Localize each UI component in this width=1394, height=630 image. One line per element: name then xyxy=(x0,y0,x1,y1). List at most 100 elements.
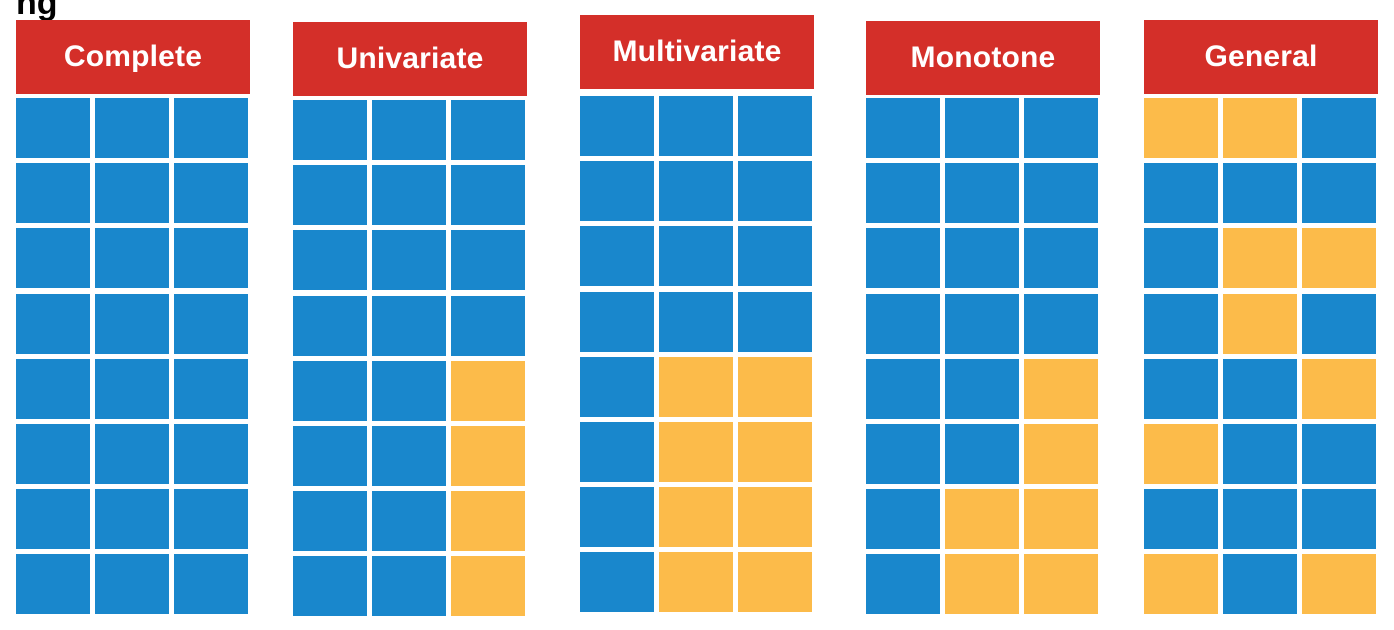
missing-cell xyxy=(659,487,733,548)
observed-cell xyxy=(1024,163,1098,224)
panel-title: Multivariate xyxy=(580,15,814,89)
observed-cell xyxy=(16,98,90,158)
observed-cell xyxy=(451,100,525,160)
observed-cell xyxy=(174,554,248,615)
observed-cell xyxy=(174,358,248,419)
observed-cell xyxy=(738,161,812,222)
missing-cell xyxy=(659,552,733,613)
missing-cell xyxy=(1024,358,1098,419)
observed-cell xyxy=(580,552,654,613)
panel-title: Complete xyxy=(16,20,250,94)
observed-cell xyxy=(293,230,367,291)
observed-cell xyxy=(95,489,169,550)
observed-cell xyxy=(1302,489,1376,550)
observed-cell xyxy=(1144,358,1218,419)
observed-cell xyxy=(1302,293,1376,354)
observed-cell xyxy=(945,98,1019,158)
missing-cell xyxy=(945,554,1019,615)
pattern-panel-general: General xyxy=(1144,0,1378,630)
missing-cell xyxy=(1144,98,1218,158)
missing-cell xyxy=(1024,424,1098,484)
observed-cell xyxy=(1144,163,1218,224)
observed-cell xyxy=(293,491,367,552)
missing-cell xyxy=(659,422,733,482)
observed-cell xyxy=(293,295,367,356)
observed-cell xyxy=(451,295,525,356)
observed-cell xyxy=(174,228,248,289)
missing-cell xyxy=(451,360,525,421)
observed-cell xyxy=(580,487,654,548)
observed-cell xyxy=(866,228,940,289)
pattern-panel-multivariate: Multivariate xyxy=(580,0,814,630)
observed-cell xyxy=(945,163,1019,224)
observed-cell xyxy=(372,100,446,160)
missing-cell xyxy=(1302,554,1376,615)
observed-cell xyxy=(945,228,1019,289)
observed-cell xyxy=(659,96,733,156)
missing-cell xyxy=(451,426,525,486)
observed-cell xyxy=(580,291,654,352)
missing-cell xyxy=(1144,424,1218,484)
observed-cell xyxy=(372,230,446,291)
observed-cell xyxy=(1223,489,1297,550)
observed-cell xyxy=(659,161,733,222)
missing-cell xyxy=(1024,489,1098,550)
missing-cell xyxy=(1144,554,1218,615)
observed-cell xyxy=(16,163,90,224)
observed-cell xyxy=(1024,228,1098,289)
observed-cell xyxy=(16,293,90,354)
observed-cell xyxy=(293,426,367,486)
observed-cell xyxy=(659,291,733,352)
missing-cell xyxy=(738,356,812,417)
observed-cell xyxy=(16,228,90,289)
observed-cell xyxy=(866,163,940,224)
observed-cell xyxy=(372,491,446,552)
missing-cell xyxy=(1223,98,1297,158)
observed-cell xyxy=(1144,489,1218,550)
observed-cell xyxy=(738,291,812,352)
observed-cell xyxy=(95,554,169,615)
observed-cell xyxy=(16,554,90,615)
observed-cell xyxy=(945,293,1019,354)
observed-cell xyxy=(293,360,367,421)
observed-cell xyxy=(580,161,654,222)
observed-cell xyxy=(95,424,169,484)
observed-cell xyxy=(659,226,733,287)
observed-cell xyxy=(1223,424,1297,484)
missing-cell xyxy=(1024,554,1098,615)
missing-cell xyxy=(738,552,812,613)
observed-cell xyxy=(16,424,90,484)
observed-cell xyxy=(866,293,940,354)
observed-cell xyxy=(174,163,248,224)
observed-cell xyxy=(1223,554,1297,615)
observed-cell xyxy=(95,358,169,419)
panel-title: Monotone xyxy=(866,21,1100,95)
observed-cell xyxy=(738,226,812,287)
missing-cell xyxy=(1223,228,1297,289)
cut-off-heading-text: ng xyxy=(16,0,58,22)
observed-cell xyxy=(372,360,446,421)
observed-cell xyxy=(1024,293,1098,354)
observed-cell xyxy=(866,489,940,550)
observed-cell xyxy=(866,554,940,615)
observed-cell xyxy=(95,163,169,224)
observed-cell xyxy=(945,358,1019,419)
panel-title: Univariate xyxy=(293,22,527,96)
missing-cell xyxy=(945,489,1019,550)
observed-cell xyxy=(1302,163,1376,224)
missing-cell xyxy=(738,487,812,548)
missing-cell xyxy=(1223,293,1297,354)
observed-cell xyxy=(451,165,525,226)
observed-cell xyxy=(866,98,940,158)
observed-cell xyxy=(945,424,1019,484)
missing-cell xyxy=(1302,358,1376,419)
observed-cell xyxy=(580,422,654,482)
observed-cell xyxy=(1144,293,1218,354)
observed-cell xyxy=(174,293,248,354)
observed-cell xyxy=(174,98,248,158)
observed-cell xyxy=(372,556,446,617)
observed-cell xyxy=(580,226,654,287)
observed-cell xyxy=(451,230,525,291)
pattern-panel-monotone: Monotone xyxy=(866,0,1100,630)
observed-cell xyxy=(1223,358,1297,419)
